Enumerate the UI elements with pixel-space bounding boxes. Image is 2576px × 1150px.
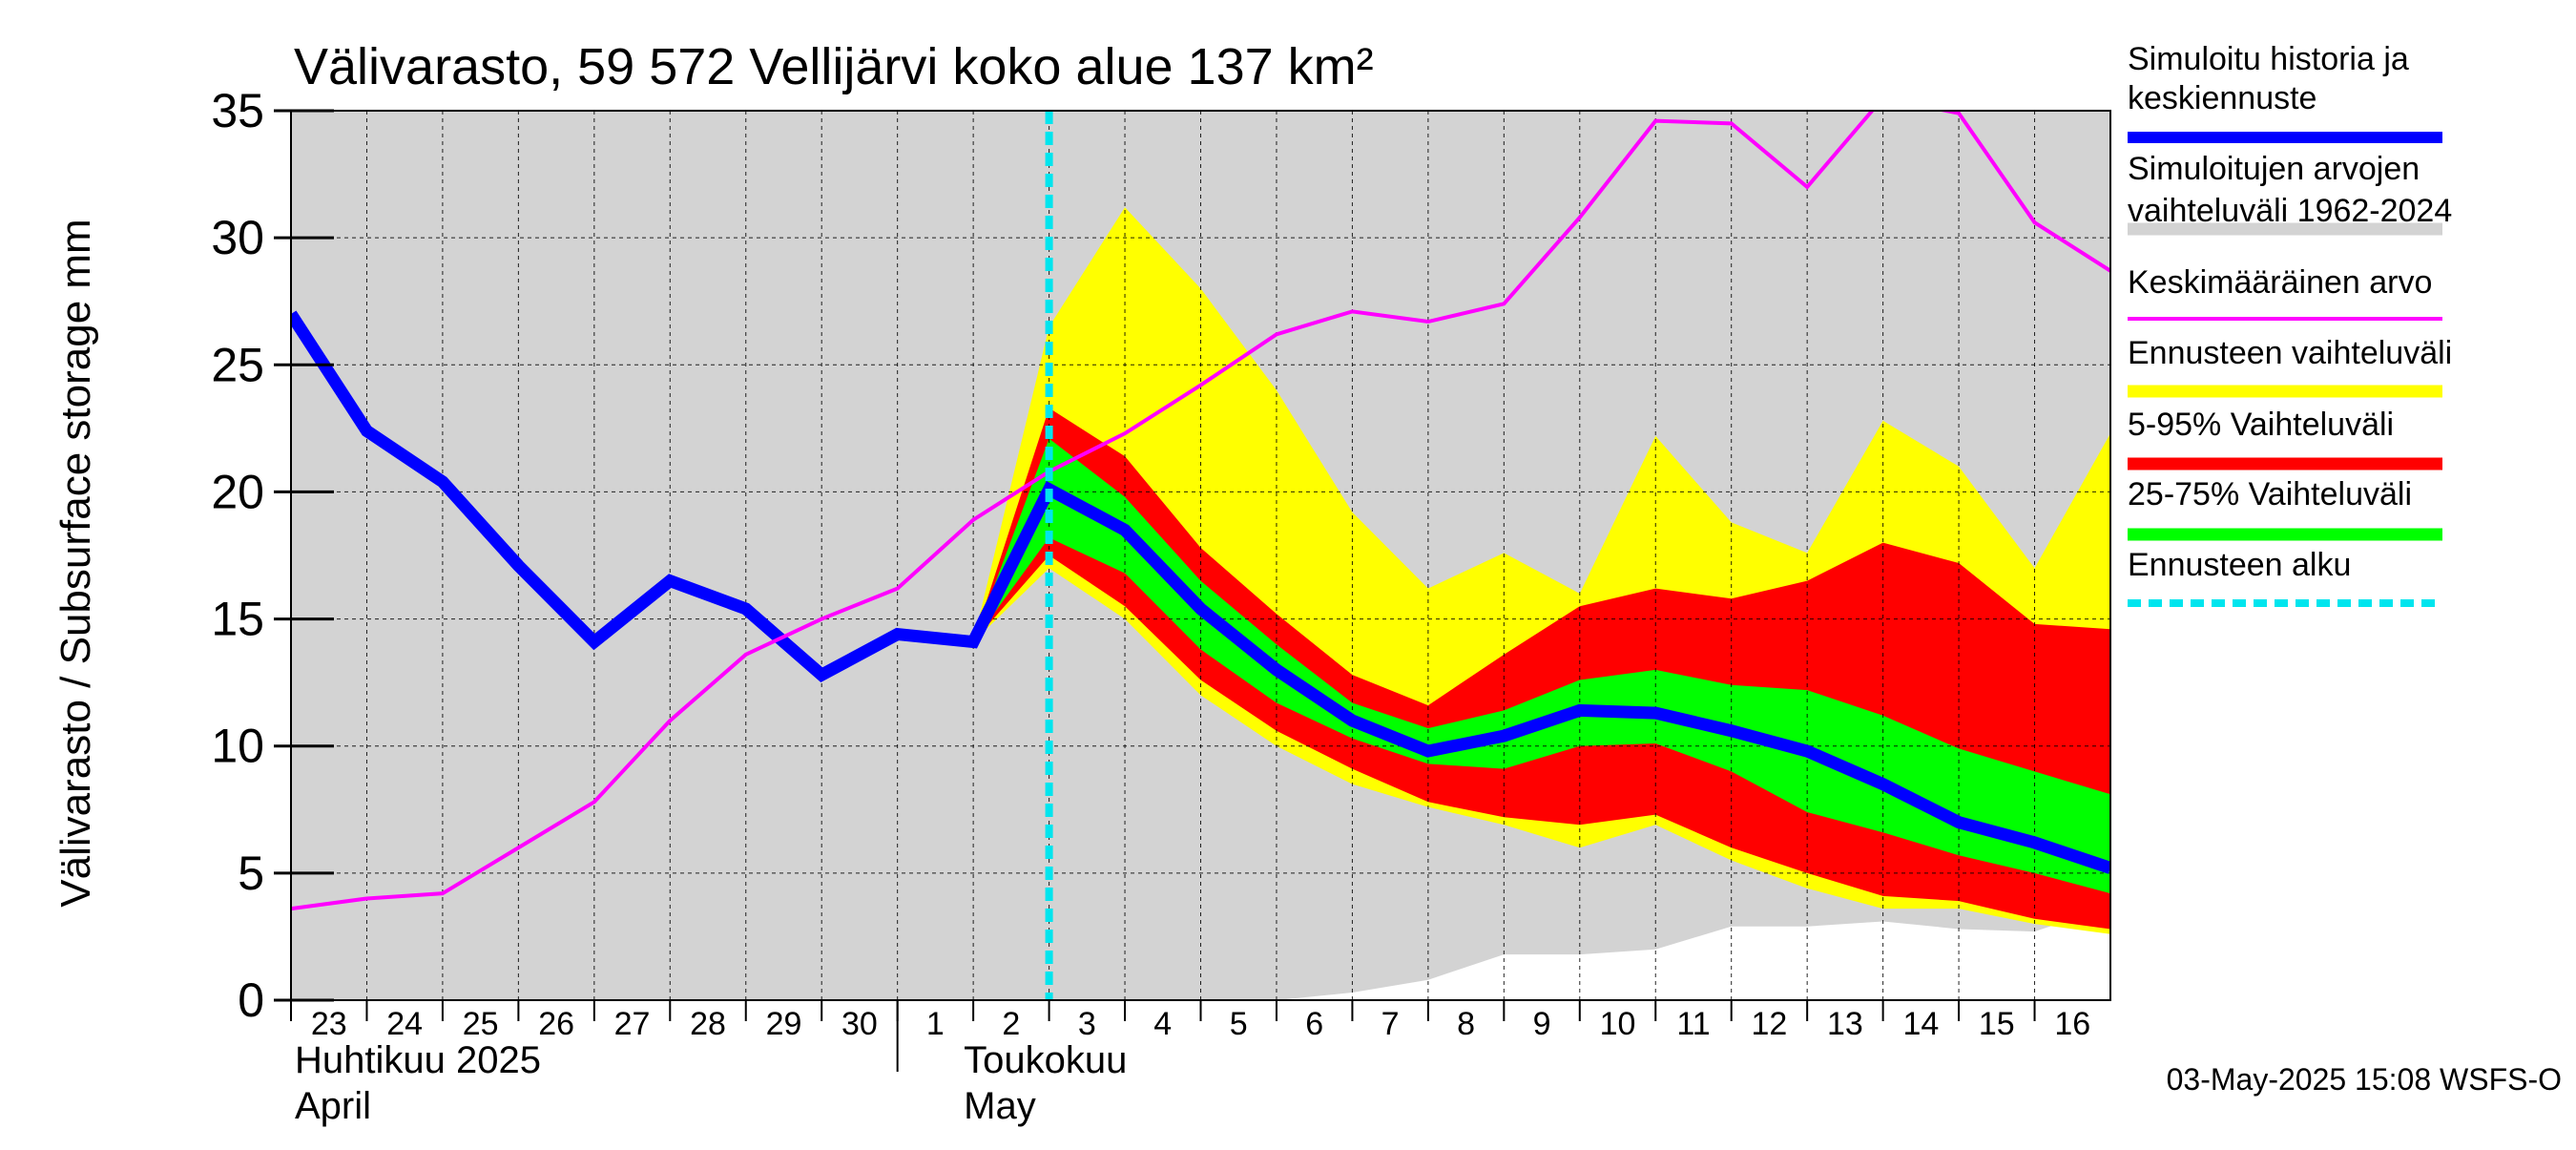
- mean-series-line: [291, 111, 2110, 911]
- x-tick-label: 26: [538, 1006, 574, 1042]
- x-tick-label: 6: [1305, 1006, 1323, 1042]
- y-tick-label: 30: [211, 211, 264, 264]
- y-tick-label: 0: [238, 973, 264, 1027]
- band-25-75: [973, 438, 2110, 894]
- x-tick-label: 30: [841, 1006, 878, 1042]
- y-tick-label: 35: [211, 84, 264, 137]
- y-tick-label: 15: [211, 593, 264, 646]
- month-sublabel: April: [295, 1085, 371, 1127]
- x-tick-label: 14: [1902, 1006, 1939, 1042]
- legend-label: Keskimääräinen arvo: [2128, 264, 2432, 301]
- legend-label: Simuloitu historia ja: [2128, 41, 2409, 77]
- x-tick-label: 2: [1002, 1006, 1020, 1042]
- x-tick-label: 24: [386, 1006, 423, 1042]
- legend-label: Ennusteen alku: [2128, 547, 2351, 583]
- plot-area: [291, 111, 2110, 1000]
- y-tick-label: 10: [211, 720, 264, 773]
- x-tick-label: 11: [1676, 1006, 1710, 1042]
- x-tick-label: 4: [1153, 1006, 1172, 1042]
- x-tick-label: 12: [1752, 1006, 1788, 1042]
- legend-label: 5-95% Vaihteluväli: [2128, 407, 2394, 443]
- month-sublabel: May: [964, 1085, 1036, 1127]
- footer-timestamp: 03-May-2025 15:08 WSFS-O: [2167, 1062, 2562, 1097]
- x-tick-label: 10: [1600, 1006, 1636, 1042]
- legend-label: Simuloitujen arvojen: [2128, 151, 2420, 187]
- x-tick-label: 9: [1533, 1006, 1551, 1042]
- x-tick-label: 7: [1381, 1006, 1400, 1042]
- y-tick-label: 25: [211, 338, 264, 391]
- chart-title: Välivarasto, 59 572 Vellijärvi koko alue…: [294, 38, 1374, 95]
- y-tick-label: 5: [238, 847, 264, 900]
- x-tick-label: 23: [311, 1006, 347, 1042]
- x-tick-label: 25: [463, 1006, 499, 1042]
- x-tick-label: 16: [2054, 1006, 2090, 1042]
- x-tick-label: 8: [1457, 1006, 1475, 1042]
- x-tick-label: 15: [1979, 1006, 2015, 1042]
- x-tick-label: 13: [1827, 1006, 1863, 1042]
- month-label: Toukokuu: [964, 1039, 1127, 1081]
- y-axis-label: Välivarasto / Subsurface storage mm: [52, 219, 99, 907]
- x-tick-label: 1: [926, 1006, 945, 1042]
- legend-label: 25-75% Vaihteluväli: [2128, 476, 2412, 512]
- month-label: Huhtikuu 2025: [295, 1039, 541, 1081]
- legend-label: Ennusteen vaihteluväli: [2128, 335, 2452, 371]
- x-tick-label: 28: [690, 1006, 726, 1042]
- x-tick-label: 29: [766, 1006, 802, 1042]
- x-tick-label: 27: [614, 1006, 651, 1042]
- x-tick-label: 3: [1078, 1006, 1096, 1042]
- x-tick-label: 5: [1230, 1006, 1248, 1042]
- legend-label: keskiennuste: [2128, 80, 2316, 116]
- y-tick-label: 20: [211, 465, 264, 518]
- median-series-line: [291, 310, 2110, 874]
